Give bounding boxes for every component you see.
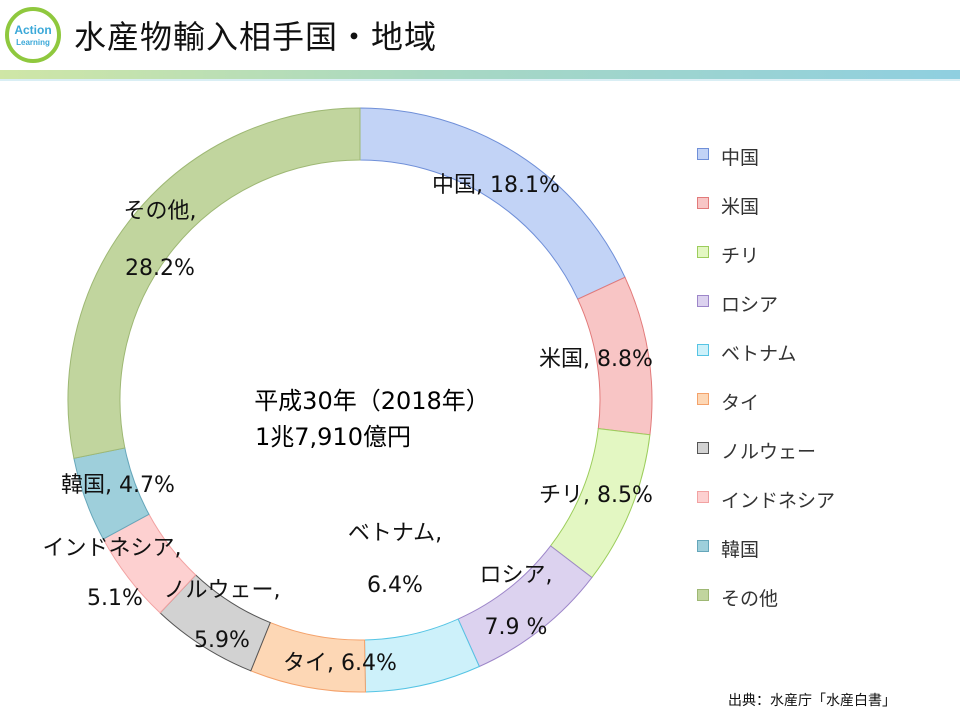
data-label-2-line-0: チリ, 8.5% [539, 483, 653, 508]
legend-label-8: 韓国 [721, 539, 760, 561]
legend-label-0: 中国 [721, 147, 760, 169]
data-label-7-line-1: 5.1% [87, 586, 143, 611]
data-labels: 中国, 18.1% 米国, 8.8% チリ, 8.5% ロシア, 7.9 % ベトナム, 6… [43, 173, 653, 676]
donut-slices [67, 107, 653, 693]
data-label-7-line-0: インドネシア, [43, 536, 182, 561]
data-label-9-line-1: 28.2% [125, 256, 195, 281]
legend-swatch-8 [697, 540, 709, 552]
data-label-3-line-1: 7.9 % [485, 615, 548, 640]
data-label-0-line-0: 中国, 18.1% [432, 173, 560, 198]
legend-swatch-7 [697, 491, 709, 503]
data-label-4-line-0: ベトナム, [348, 521, 442, 546]
header-rule-accent [0, 79, 960, 81]
data-label-1-line-0: 米国, 8.8% [539, 347, 653, 372]
logo-text-1: Action [14, 23, 51, 37]
data-label-4-line-1: 6.4% [367, 573, 423, 598]
data-label-3-line-0: ロシア, [480, 563, 553, 588]
legend-swatch-3 [697, 295, 709, 307]
legend-swatch-4 [697, 344, 709, 356]
data-label-6-line-0: ノルウェー, [164, 578, 281, 603]
legend-label-5: タイ [721, 392, 760, 414]
action-learning-logo: Action Learning [5, 7, 61, 63]
legend-swatch-2 [697, 246, 709, 258]
page-title: 水産物輸入相手国・地域 [74, 18, 438, 56]
data-label-5-line-0: タイ, 6.4% [283, 651, 397, 676]
legend-swatch-9 [697, 589, 709, 601]
center-label-year: 平成30年（2018年） [254, 387, 490, 415]
legend-label-7: インドネシア [721, 490, 836, 512]
logo-text-2: Learning [16, 38, 50, 47]
legend-label-6: ノルウェー [721, 441, 817, 463]
legend-swatch-1 [697, 197, 709, 209]
legend-swatch-6 [697, 442, 709, 454]
donut-slice-0 [359, 107, 626, 300]
legend-swatch-0 [697, 148, 709, 160]
legend-label-2: チリ [721, 245, 760, 267]
legend-label-1: 米国 [721, 196, 760, 218]
header-rule [0, 70, 960, 79]
center-label-total: 1兆7,910億円 [255, 423, 411, 451]
legend-label-3: ロシア [721, 294, 779, 316]
source-note: 出典：水産庁「水産白書」 [728, 693, 896, 709]
data-label-6-line-1: 5.9% [194, 628, 250, 653]
data-label-9-line-0: その他, [124, 199, 197, 224]
legend-label-4: ベトナム [721, 343, 797, 365]
donut-slice-9 [67, 107, 361, 459]
data-label-8-line-0: 韓国, 4.7% [61, 473, 175, 498]
legend-label-9: その他 [721, 588, 779, 610]
legend-swatch-5 [697, 393, 709, 405]
